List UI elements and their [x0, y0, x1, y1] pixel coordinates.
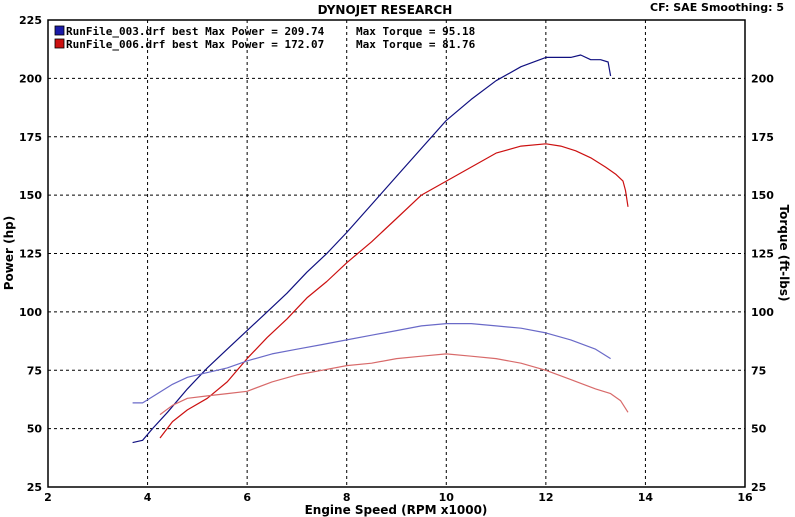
- x-tick-label: 16: [737, 491, 753, 504]
- y-axis-ticks-right: 25 50 75 100 125 150 175 200: [751, 72, 774, 494]
- series-lines: [132, 54, 629, 444]
- y-tick-label-right: 200: [751, 72, 774, 85]
- y-axis-ticks-left: 25 50 75 100 125 150 175 200 225: [19, 14, 42, 494]
- legend-entry-1: RunFile_003.drf best Max Power = 209.74: [66, 25, 325, 38]
- y-tick-label-right: 75: [751, 364, 766, 377]
- x-tick-label: 6: [243, 491, 251, 504]
- x-tick-label: 12: [538, 491, 553, 504]
- x-axis-label: Engine Speed (RPM x1000): [305, 503, 488, 517]
- legend-swatch-1: [54, 25, 65, 36]
- x-tick-label: 4: [144, 491, 152, 504]
- y-tick-label-left: 200: [19, 72, 42, 85]
- y-axis-label-right: Torque (ft-lbs): [777, 205, 791, 302]
- y-tick-label-left: 100: [19, 306, 42, 319]
- y-tick-label-left: 150: [19, 189, 42, 202]
- y-tick-label-right: 125: [751, 248, 774, 261]
- x-axis-ticks: 2 4 6 8 10 12 14 16: [44, 491, 753, 504]
- y-tick-label-left: 25: [27, 481, 42, 494]
- grid-lines: [48, 20, 745, 487]
- chart-title: DYNOJET RESEARCH: [318, 3, 453, 17]
- x-tick-label: 2: [44, 491, 52, 504]
- series-line-torque-run006: [159, 353, 629, 416]
- x-tick-label: 14: [638, 491, 654, 504]
- x-tick-label: 8: [343, 491, 351, 504]
- y-tick-label-left: 225: [19, 14, 42, 27]
- legend-entry-2: RunFile_006.drf best Max Power = 172.07: [66, 38, 324, 51]
- y-tick-label-left: 50: [27, 423, 43, 436]
- x-tick-label: 10: [439, 491, 455, 504]
- series-line-torque-run003: [132, 323, 611, 404]
- y-tick-label-right: 25: [751, 481, 766, 494]
- legend-torque-2: Max Torque = 81.76: [356, 38, 476, 51]
- y-tick-label-right: 150: [751, 189, 774, 202]
- legend: RunFile_003.drf best Max Power = 209.74 …: [54, 25, 476, 51]
- legend-swatch-2: [54, 38, 65, 49]
- y-axis-label-left: Power (hp): [2, 216, 16, 290]
- series-line-power-run003: [132, 54, 612, 444]
- y-tick-label-left: 75: [27, 364, 42, 377]
- cf-smoothing-info: CF: SAE Smoothing: 5: [650, 1, 784, 14]
- y-tick-label-left: 125: [19, 248, 42, 261]
- series-line-power-run006: [159, 143, 629, 439]
- y-tick-label-right: 50: [751, 423, 767, 436]
- y-tick-label-right: 100: [751, 306, 774, 319]
- y-tick-label-right: 175: [751, 131, 774, 144]
- legend-torque-1: Max Torque = 95.18: [356, 25, 475, 38]
- y-tick-label-left: 175: [19, 131, 42, 144]
